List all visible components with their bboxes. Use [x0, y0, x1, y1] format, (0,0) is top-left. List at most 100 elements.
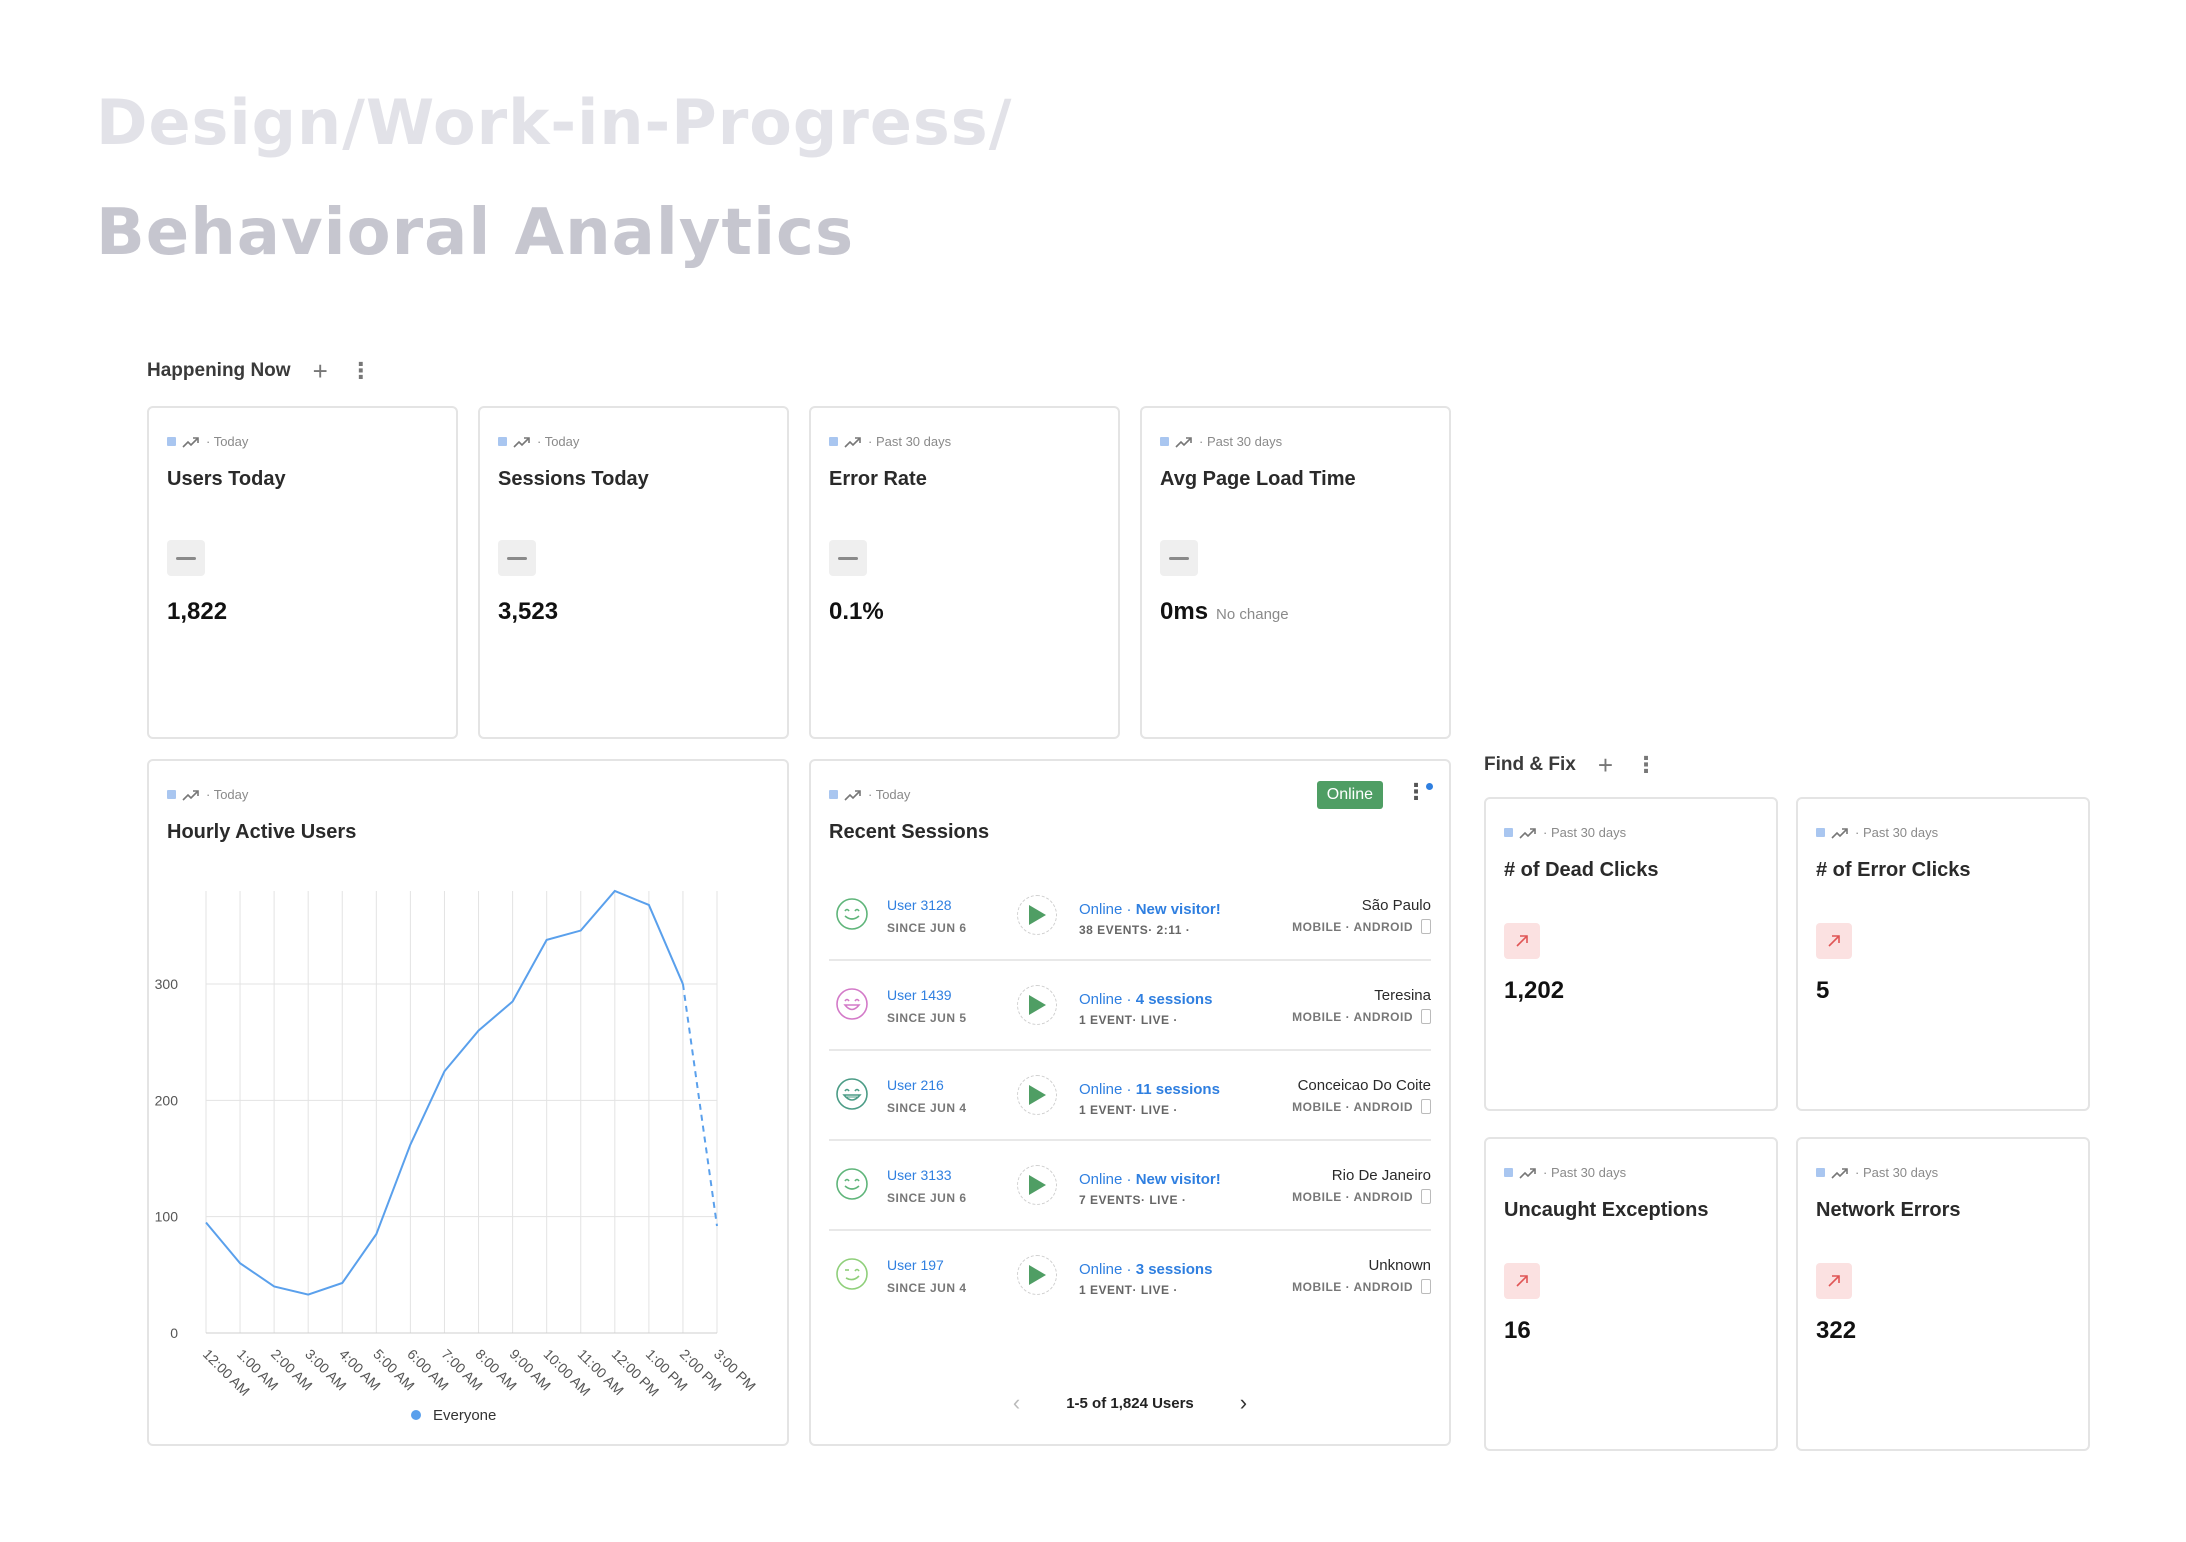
card-title: Recent Sessions [829, 821, 990, 843]
online-status-badge[interactable]: Online [1316, 781, 1383, 809]
card-title: Hourly Active Users [167, 821, 357, 843]
card-title: Avg Page Load Time [1160, 468, 1356, 490]
arrow-up-right-icon [1816, 923, 1852, 959]
play-session-button[interactable] [1017, 1075, 1057, 1115]
session-row[interactable]: User 3128 SINCE JUN 6 Online · New visit… [829, 871, 1431, 961]
metric-value: 0.1% [829, 598, 884, 625]
color-swatch-icon [1160, 437, 1169, 446]
session-row[interactable]: User 197 SINCE JUN 4 Online · 3 sessions… [829, 1231, 1431, 1321]
session-device: MOBILE · ANDROID [1292, 1099, 1413, 1114]
period-label: · Past 30 days [868, 434, 952, 449]
trend-icon [844, 789, 862, 801]
metric-card-avg-page-load[interactable]: · Past 30 days Avg Page Load Time 0ms No … [1140, 406, 1451, 739]
user-since: SINCE JUN 6 [887, 921, 967, 935]
user-link[interactable]: User 197 [887, 1257, 944, 1273]
metric-card-users-today[interactable]: · Today Users Today 1,822 [147, 406, 458, 739]
plus-icon[interactable]: + [1597, 750, 1614, 780]
session-events: 1 EVENT· LIVE · [1079, 1283, 1178, 1297]
session-status: Online · [1079, 991, 1136, 1008]
color-swatch-icon [1816, 828, 1825, 837]
session-highlight[interactable]: 11 sessions [1135, 1081, 1220, 1098]
chevron-right-icon[interactable]: › [1239, 1390, 1248, 1415]
play-session-button[interactable] [1017, 985, 1057, 1025]
kebab-icon[interactable]: ⋮ [1405, 779, 1433, 804]
session-events: 1 EVENT· LIVE · [1079, 1013, 1178, 1027]
play-session-button[interactable] [1017, 1165, 1057, 1205]
session-row[interactable]: User 1439 SINCE JUN 5 Online · 4 session… [829, 961, 1431, 1051]
color-swatch-icon [498, 437, 507, 446]
page-title: Behavioral Analytics [96, 196, 855, 270]
chevron-left-icon[interactable]: ‹ [1012, 1390, 1021, 1415]
play-session-button[interactable] [1017, 1255, 1057, 1295]
section-title: Find & Fix [1484, 754, 1576, 775]
phone-icon [1421, 1099, 1431, 1114]
trend-icon [1831, 1167, 1849, 1179]
metric-card-error-rate[interactable]: · Past 30 days Error Rate 0.1% [809, 406, 1120, 739]
metric-card-sessions-today[interactable]: · Today Sessions Today 3,523 [478, 406, 789, 739]
user-link[interactable]: User 3128 [887, 897, 952, 913]
arrow-up-right-icon [1504, 923, 1540, 959]
kebab-icon[interactable]: ⋮ [1635, 752, 1658, 777]
color-swatch-icon [167, 437, 176, 446]
session-highlight[interactable]: 4 sessions [1135, 991, 1213, 1008]
session-highlight[interactable]: New visitor! [1135, 1171, 1221, 1188]
trend-icon [513, 436, 531, 448]
period-label: · Past 30 days [1855, 825, 1939, 840]
user-link[interactable]: User 1439 [887, 987, 952, 1003]
session-city: São Paulo [1361, 897, 1431, 914]
metric-value: 3,523 [498, 598, 559, 625]
breadcrumb-title: Design/Work-in-Progress/ [96, 86, 1013, 159]
session-device: MOBILE · ANDROID [1292, 1009, 1413, 1024]
user-avatar-face-icon [836, 1258, 868, 1290]
arrow-up-right-icon [1504, 1263, 1540, 1299]
metric-value: 1,822 [167, 598, 228, 625]
period-label: · Today [206, 787, 249, 802]
metric-card-network-errors[interactable]: · Past 30 days Network Errors 322 [1796, 1137, 2090, 1451]
kebab-icon[interactable]: ⋮ [349, 358, 372, 383]
period-label: · Past 30 days [1199, 434, 1283, 449]
session-status: Online · [1079, 901, 1136, 918]
phone-icon [1421, 1009, 1431, 1024]
user-link[interactable]: User 216 [887, 1077, 944, 1093]
trend-icon [844, 436, 862, 448]
session-highlight[interactable]: 3 sessions [1135, 1261, 1213, 1278]
recent-sessions-card: · Today Recent Sessions Online ⋮ User 31… [809, 759, 1451, 1446]
y-tick-label: 300 [155, 976, 179, 992]
user-since: SINCE JUN 5 [887, 1011, 967, 1025]
hourly-active-users-card[interactable]: · Today Hourly Active Users 0 100 200 300 12… [147, 759, 789, 1446]
period-label: · Past 30 days [1855, 1165, 1939, 1180]
play-session-button[interactable] [1017, 895, 1057, 935]
user-since: SINCE JUN 4 [887, 1101, 967, 1115]
color-swatch-icon [1504, 1168, 1513, 1177]
metric-card-uncaught-exceptions[interactable]: · Past 30 days Uncaught Exceptions 16 [1484, 1137, 1778, 1451]
play-icon [1029, 1175, 1046, 1195]
phone-icon [1421, 919, 1431, 934]
play-icon [1029, 995, 1046, 1015]
period-label: · Past 30 days [1543, 825, 1627, 840]
session-row[interactable]: User 3133 SINCE JUN 6 Online · New visit… [829, 1141, 1431, 1231]
session-status: Online · [1079, 1171, 1136, 1188]
card-title: Network Errors [1816, 1199, 1961, 1221]
pagination: ‹ 1-5 of 1,824 Users › [811, 1390, 1449, 1416]
plus-icon[interactable]: + [312, 356, 328, 386]
session-device: MOBILE · ANDROID [1292, 919, 1413, 934]
trend-icon [182, 436, 200, 448]
metric-value: 16 [1504, 1317, 1531, 1344]
metric-card-error-clicks[interactable]: · Past 30 days # of Error Clicks 5 [1796, 797, 2090, 1111]
session-city: Conceicao Do Coite [1297, 1077, 1431, 1094]
metric-value: 322 [1816, 1317, 1857, 1344]
session-row[interactable]: User 216 SINCE JUN 4 Online · 11 session… [829, 1051, 1431, 1141]
user-avatar-face-icon [836, 898, 868, 930]
user-link[interactable]: User 3133 [887, 1167, 952, 1183]
no-change-icon [1160, 540, 1198, 576]
metric-card-dead-clicks[interactable]: · Past 30 days # of Dead Clicks 1,202 [1484, 797, 1778, 1111]
session-highlight[interactable]: New visitor! [1135, 901, 1221, 918]
color-swatch-icon [1504, 828, 1513, 837]
play-icon [1029, 905, 1046, 925]
trend-icon [182, 789, 200, 801]
card-title: Sessions Today [498, 468, 649, 490]
color-swatch-icon [829, 437, 838, 446]
play-icon [1029, 1085, 1046, 1105]
trend-icon [1519, 827, 1537, 839]
